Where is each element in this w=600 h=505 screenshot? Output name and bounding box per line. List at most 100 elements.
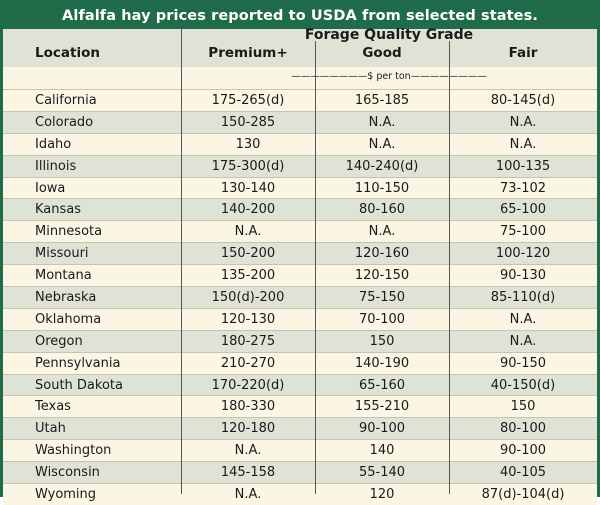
location-cell: Texas	[35, 399, 71, 415]
premium-price-cell: 130-140	[220, 180, 276, 196]
location-cell: Nebraska	[35, 290, 97, 306]
location-cell: Montana	[35, 268, 92, 284]
fair-price-cell: 40-150(d)	[490, 377, 556, 393]
table-row: Idaho 130 N.A. N.A.	[3, 132, 597, 155]
premium-price-cell: 120-130	[220, 311, 276, 327]
fair-price-cell: N.A.	[509, 311, 537, 327]
good-price-cell: 80-160	[358, 202, 406, 218]
good-price-cell: 140-190	[354, 355, 410, 371]
good-price-cell: 70-100	[358, 311, 406, 327]
fair-price-cell: 75-100	[499, 224, 547, 240]
fair-price-cell: 73-102	[499, 180, 547, 196]
location-cell: Minnesota	[35, 224, 103, 240]
column-divider	[315, 41, 316, 494]
premium-price-cell: 150-285	[220, 114, 276, 130]
good-price-cell: N.A.	[368, 136, 396, 152]
location-cell: California	[35, 93, 97, 108]
good-price-cell: 155-210	[354, 399, 410, 415]
fair-price-cell: 80-145(d)	[490, 93, 556, 108]
location-cell: Idaho	[35, 136, 72, 152]
location-cell: Wyoming	[35, 487, 97, 503]
table-title: Alfalfa hay prices reported to USDA from…	[3, 3, 597, 29]
table-row: Wisconsin 145-158 55-140 40-105	[3, 461, 597, 484]
premium-price-cell: 150-200	[220, 246, 276, 262]
table-row: Washington N.A. 140 90-100	[3, 439, 597, 462]
premium-price-cell: 175-265(d)	[211, 93, 285, 108]
table-header: Location Forage Quality Grade Premium+ G…	[3, 27, 597, 89]
column-divider	[181, 19, 182, 494]
premium-price-cell: N.A.	[234, 443, 262, 459]
good-price-cell: 140-240(d)	[345, 158, 419, 174]
premium-price-cell: 210-270	[220, 355, 276, 371]
table-row: Kansas 140-200 80-160 65-100	[3, 198, 597, 221]
fair-price-cell: N.A.	[509, 114, 537, 130]
premium-price-cell: 130	[235, 136, 261, 152]
fair-price-cell: N.A.	[509, 333, 537, 349]
table-row: Iowa 130-140 110-150 73-102	[3, 176, 597, 199]
fair-price-cell: 85-110(d)	[490, 290, 556, 306]
premium-price-cell: 135-200	[220, 268, 276, 284]
good-price-cell: 75-150	[358, 290, 406, 306]
grade-group-header: Forage Quality Grade	[304, 27, 474, 43]
table-row: Texas 180-330 155-210 150	[3, 395, 597, 418]
table-row: Illinois 175-300(d) 140-240(d) 100-135	[3, 154, 597, 177]
table-row: Nebraska 150(d)-200 75-150 85-110(d)	[3, 286, 597, 308]
premium-price-cell: N.A.	[234, 224, 262, 240]
fair-price-cell: 150	[510, 399, 536, 415]
good-price-cell: 150	[369, 333, 395, 349]
premium-price-cell: 140-200	[220, 202, 276, 218]
location-column-header: Location	[35, 45, 100, 61]
table-row: South Dakota 170-220(d) 65-160 40-150(d)	[3, 373, 597, 396]
fair-price-cell: 100-135	[495, 158, 551, 174]
good-price-cell: 90-100	[358, 421, 406, 437]
fair-price-cell: 65-100	[499, 202, 547, 218]
premium-price-cell: N.A.	[234, 487, 262, 503]
location-cell: Utah	[35, 421, 66, 437]
fair-column-header: Fair	[508, 45, 538, 61]
table-row: Oklahoma 120-130 70-100 N.A.	[3, 307, 597, 330]
location-cell: Iowa	[35, 180, 66, 196]
good-price-cell: 110-150	[354, 180, 410, 196]
premium-price-cell: 145-158	[220, 465, 276, 481]
location-cell: Pennsylvania	[35, 355, 121, 371]
good-price-cell: 165-185	[354, 93, 410, 108]
table-body: California 175-265(d) 165-185 80-145(d) Colo…	[3, 89, 597, 505]
premium-price-cell: 175-300(d)	[211, 158, 285, 174]
table-row: Montana 135-200 120-150 90-130	[3, 264, 597, 287]
good-price-cell: 120-160	[354, 246, 410, 262]
premium-price-cell: 120-180	[220, 421, 276, 437]
table-row: Utah 120-180 90-100 80-100	[3, 417, 597, 440]
premium-column-header: Premium+	[208, 45, 288, 61]
location-cell: South Dakota	[35, 377, 123, 393]
location-cell: Kansas	[35, 202, 82, 218]
fair-price-cell: 40-105	[499, 465, 547, 481]
good-price-cell: 55-140	[358, 465, 406, 481]
good-price-cell: 140	[369, 443, 395, 459]
good-column-header: Good	[362, 45, 402, 61]
premium-price-cell: 150(d)-200	[211, 290, 285, 306]
table-row: Pennsylvania 210-270 140-190 90-150	[3, 351, 597, 374]
location-cell: Washington	[35, 443, 112, 459]
fair-price-cell: 100-120	[495, 246, 551, 262]
fair-price-cell: N.A.	[509, 136, 537, 152]
good-price-cell: 120	[369, 487, 395, 503]
table-row: Colorado 150-285 N.A. N.A.	[3, 110, 597, 133]
premium-price-cell: 180-330	[220, 399, 276, 415]
table-row: Missouri 150-200 120-160 100-120	[3, 242, 597, 265]
column-divider	[449, 41, 450, 494]
units-row: ————————$ per ton————————	[3, 67, 597, 89]
units-label: ————————$ per ton————————	[291, 71, 487, 82]
fair-price-cell: 90-130	[499, 268, 547, 284]
table-row: Oregon 180-275 150 N.A.	[3, 329, 597, 352]
good-price-cell: 65-160	[358, 377, 406, 393]
fair-price-cell: 90-100	[499, 443, 547, 459]
premium-price-cell: 180-275	[220, 333, 276, 349]
good-price-cell: 120-150	[354, 268, 410, 284]
fair-price-cell: 80-100	[499, 421, 547, 437]
location-cell: Illinois	[35, 158, 77, 174]
good-price-cell: N.A.	[368, 114, 396, 130]
premium-price-cell: 170-220(d)	[211, 377, 285, 393]
good-price-cell: N.A.	[368, 224, 396, 240]
table-row: Wyoming N.A. 120 87(d)-104(d)	[3, 483, 597, 505]
